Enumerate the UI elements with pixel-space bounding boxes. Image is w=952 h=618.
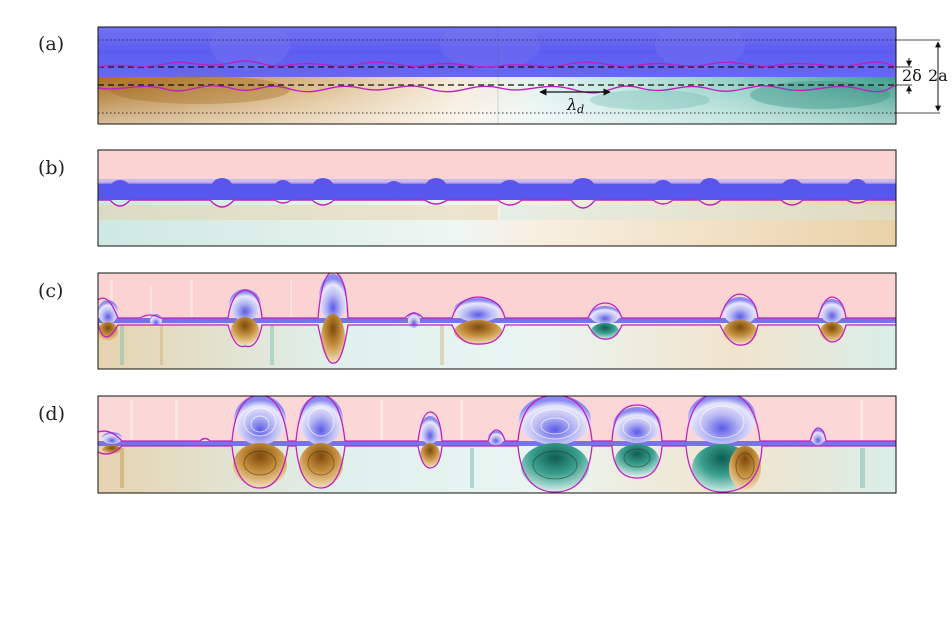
panel-b: (b) [38,149,897,247]
panel-a-field [98,27,896,124]
panel-a: (a) λd [38,26,948,125]
panel-label-c: (c) [38,280,63,302]
panel-d-field [98,396,896,493]
panel-label-d: (d) [38,403,65,425]
wavelength-label: λd [566,95,584,116]
width-label: 2a [928,66,948,85]
panel-label-a: (a) [38,33,64,55]
panel-c: (c) [38,272,897,370]
panel-c-blobs [98,274,844,362]
panel-c-field [98,273,896,369]
panel-label-b: (b) [38,157,65,179]
dimension-markers: 2δ 2a [896,39,948,114]
panel-b-field [98,150,896,246]
panel-d: (d) [38,395,897,494]
thickness-label: 2δ [902,66,922,85]
